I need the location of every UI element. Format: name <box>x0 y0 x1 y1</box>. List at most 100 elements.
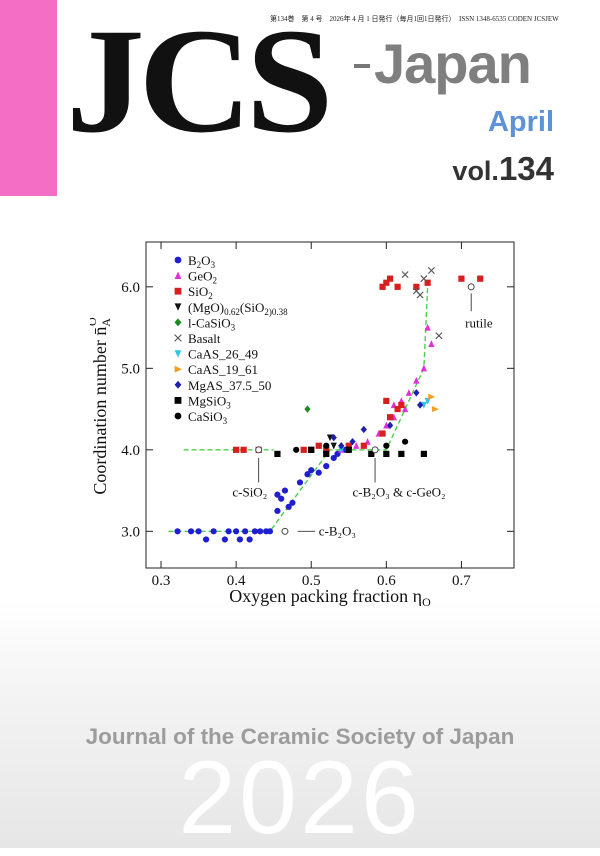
y-tick-label: 3.0 <box>121 524 140 540</box>
data-point-mgas_37.5_50 <box>349 437 356 446</box>
data-point-sio2 <box>477 275 484 282</box>
data-point-mgsio3 <box>368 450 375 457</box>
data-point-geo2 <box>383 421 390 429</box>
data-point-geo2 <box>428 340 435 347</box>
issue-info: 第134巻 第 4 号 2026年 4 月 1 日発行（毎月1回1日発行） IS… <box>270 15 559 23</box>
label-c-b2o3: c-B₂O₃ <box>319 523 356 538</box>
data-point-caas_26_49 <box>338 446 345 454</box>
data-point-b2o3 <box>296 479 304 486</box>
data-point-sio2 <box>323 446 330 453</box>
data-point-mgas_37.5_50 <box>360 425 367 434</box>
data-point-basalt <box>416 291 424 299</box>
data-point-sio2 <box>458 275 465 282</box>
volume-number: 134 <box>498 150 554 187</box>
data-point-b2o3 <box>221 536 228 543</box>
legend-marker-sio2 <box>174 287 182 295</box>
volume-prefix: vol. <box>452 156 499 186</box>
plot-frame <box>145 241 515 569</box>
data-point-mgas_37.5_50 <box>338 442 345 450</box>
data-point-b2o3 <box>233 528 240 535</box>
data-point-b2o3 <box>315 469 322 476</box>
data-point-b2o3 <box>278 495 285 502</box>
data-point-b2o3 <box>323 463 330 470</box>
data-point-sio2 <box>345 442 352 449</box>
data-point-sio2 <box>394 405 401 413</box>
legend-marker-l-casio3 <box>174 318 182 327</box>
data-point-geo2 <box>402 405 409 413</box>
data-point-b2o3 <box>242 528 249 535</box>
data-point-mgsio3 <box>345 446 352 453</box>
label-c-b2o3-geo2: c-B₂O₃ & c-GeO₂ <box>353 484 446 499</box>
issue-volume: vol.134 <box>452 152 554 185</box>
legend-marker-mgsio3 <box>174 397 182 404</box>
data-point-mgsio3 <box>383 450 390 457</box>
data-point-b2o3 <box>274 507 281 515</box>
data-point-sio2 <box>424 279 431 286</box>
data-point-b2o3 <box>251 528 258 535</box>
data-point-sio2 <box>300 446 307 453</box>
data-point-mgas_37.5_50 <box>386 421 394 430</box>
data-point-geo2 <box>413 376 420 384</box>
data-point-caas_26_49 <box>420 401 427 409</box>
legend-marker-casio3 <box>174 412 182 420</box>
data-point-b2o3 <box>202 536 210 543</box>
crystal-point <box>467 283 475 291</box>
x-tick-label: 0.4 <box>227 573 246 589</box>
data-point-sio2 <box>379 430 386 437</box>
data-point-caas_19_61 <box>428 393 436 400</box>
data-point-b2o3 <box>210 528 217 535</box>
data-point-geo2 <box>405 389 412 396</box>
y-tick-label: 5.0 <box>121 361 140 377</box>
data-point-sio2 <box>240 446 247 453</box>
data-point-casio3 <box>383 442 390 449</box>
crystal-point <box>371 446 379 454</box>
data-point-b2o3 <box>246 536 253 543</box>
cover-year: 2026 <box>178 740 422 856</box>
data-point-b2o3 <box>274 491 281 498</box>
x-tick-label: 0.6 <box>377 573 396 589</box>
crystal-point <box>281 527 289 535</box>
data-point-sio2 <box>360 442 367 449</box>
logo-dash <box>354 64 370 68</box>
label-c-sio2: c-SiO₂ <box>232 484 267 499</box>
cover-chart: 0.3 0.4 0.5 0.6 0.7 3.0 4.0 5.0 6.0 B2O3GeO2SiO2… <box>90 241 515 609</box>
data-point-b2o3 <box>304 471 311 478</box>
data-point-sio2 <box>315 442 322 449</box>
data-point-sio2 <box>379 283 386 290</box>
pink-accent-bar <box>0 0 57 196</box>
legend-label-caas_26_49: CaAS_26_49 <box>188 347 258 362</box>
data-point-b2o3 <box>257 528 264 535</box>
data-point-geo2 <box>353 442 360 449</box>
data-point-b2o3 <box>281 487 289 494</box>
data-point-b2o3 <box>187 528 195 535</box>
data-point-sio2 <box>386 414 394 421</box>
data-point-casio3 <box>293 446 300 453</box>
data-point-sio2 <box>413 283 420 290</box>
issue-month: April <box>487 106 554 138</box>
x-axis-label: Oxygen packing fraction ηO <box>229 586 431 609</box>
data-point-sio2 <box>383 279 390 286</box>
data-point-mgsio3 <box>308 446 315 453</box>
data-point-casio3 <box>323 442 330 449</box>
data-point-geo2 <box>420 364 427 372</box>
legend-marker-geo2 <box>174 271 182 279</box>
legend-marker-caas_26_49 <box>174 350 182 358</box>
journal-name: Journal of the Ceramic Society of Japan <box>85 724 515 749</box>
data-point-b2o3 <box>225 528 232 535</box>
legend-label-mgas_37.5_50: MgAS_37.5_50 <box>188 378 271 393</box>
data-point-b2o3 <box>195 528 202 535</box>
data-point-b2o3 <box>266 528 274 535</box>
legend-label-basalt: Basalt <box>188 331 221 346</box>
legend-label-casio3: CaSiO3 <box>188 409 228 426</box>
legend-marker-b2o3 <box>174 256 182 264</box>
data-point-mgsio3 <box>274 450 281 457</box>
legend-label-sio2: SiO2 <box>188 284 213 301</box>
legend-label-b2o3: B2O3 <box>188 253 216 270</box>
data-point-mgas_37.5_50 <box>413 389 420 397</box>
y-tick-label: 4.0 <box>121 443 140 459</box>
data-point-mgosio2 <box>326 434 334 442</box>
logo-jcs: JCS <box>66 0 333 164</box>
legend-marker-basalt <box>174 334 182 342</box>
legend-label-l-casio3: l-CaSiO3 <box>188 315 236 332</box>
data-point-sio2 <box>394 283 401 290</box>
